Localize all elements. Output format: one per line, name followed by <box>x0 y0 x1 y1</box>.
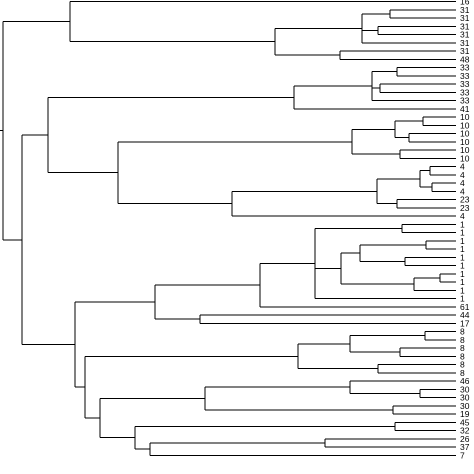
leaf-label: 8 <box>460 360 465 370</box>
leaf-label: 33 <box>460 79 470 89</box>
leaf-label: 61 <box>460 302 470 312</box>
leaf-label: 1 <box>460 269 465 279</box>
dendrogram-branches <box>0 1 456 456</box>
leaf-label: 30 <box>460 401 470 411</box>
leaf-label: 31 <box>460 5 470 15</box>
leaf-label: 33 <box>460 71 470 81</box>
leaf-label: 1 <box>460 277 465 287</box>
leaf-label: 1 <box>460 228 465 238</box>
leaf-label: 1 <box>460 285 465 295</box>
leaf-label: 10 <box>460 137 470 147</box>
leaf-label: 32 <box>460 426 470 436</box>
leaf-label: 33 <box>460 96 470 106</box>
leaf-label: 8 <box>460 351 465 361</box>
leaf-label: 4 <box>460 211 465 221</box>
leaf-label: 1 <box>460 244 465 254</box>
leaf-label: 1 <box>460 294 465 304</box>
leaf-label: 1 <box>460 236 465 246</box>
leaf-label: 23 <box>460 203 470 213</box>
leaf-label: 17 <box>460 318 470 328</box>
leaf-label: 19 <box>460 409 470 419</box>
leaf-label: 10 <box>460 112 470 122</box>
leaf-label: 46 <box>460 376 470 386</box>
leaf-label: 8 <box>460 343 465 353</box>
leaf-label: 37 <box>460 442 470 452</box>
leaf-label: 10 <box>460 145 470 155</box>
leaf-label: 8 <box>460 327 465 337</box>
leaf-label: 4 <box>460 178 465 188</box>
leaf-label: 1 <box>460 219 465 229</box>
leaf-label: 30 <box>460 393 470 403</box>
leaf-label: 31 <box>460 38 470 48</box>
leaf-label: 26 <box>460 434 470 444</box>
leaf-label: 10 <box>460 120 470 130</box>
leaf-label: 23 <box>460 195 470 205</box>
leaf-label: 33 <box>460 63 470 73</box>
leaf-label: 30 <box>460 384 470 394</box>
leaf-label: 1 <box>460 252 465 262</box>
leaf-label: 33 <box>460 87 470 97</box>
leaf-labels: 1631313131313148333333333341101010101010… <box>460 0 470 460</box>
leaf-label: 10 <box>460 153 470 163</box>
leaf-label: 8 <box>460 335 465 345</box>
leaf-label: 44 <box>460 310 470 320</box>
leaf-label: 4 <box>460 186 465 196</box>
leaf-label: 8 <box>460 368 465 378</box>
leaf-label: 4 <box>460 170 465 180</box>
leaf-label: 16 <box>460 0 470 7</box>
leaf-label: 10 <box>460 129 470 139</box>
leaf-label: 31 <box>460 13 470 23</box>
leaf-label: 41 <box>460 104 470 114</box>
leaf-label: 4 <box>460 162 465 172</box>
leaf-label: 31 <box>460 46 470 56</box>
leaf-label: 31 <box>460 30 470 40</box>
leaf-label: 7 <box>460 450 465 460</box>
leaf-label: 31 <box>460 21 470 31</box>
leaf-label: 45 <box>460 417 470 427</box>
leaf-label: 1 <box>460 261 465 271</box>
leaf-label: 48 <box>460 54 470 64</box>
